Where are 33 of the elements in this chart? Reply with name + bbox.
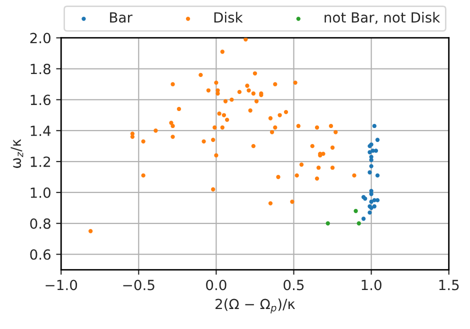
y-tick-label: 1.0 <box>30 187 50 198</box>
point <box>368 210 372 215</box>
x-tick-label: −0.5 <box>123 280 154 290</box>
y-tick-label: 1.8 <box>30 64 50 74</box>
y-tick-label: 0.8 <box>30 218 50 229</box>
legend-label: not Bar, not Disk <box>324 12 440 24</box>
point <box>372 124 376 128</box>
x-tick-label: −1.0 <box>46 280 78 290</box>
point <box>369 200 374 204</box>
point <box>375 138 380 142</box>
y-tick-label: 0.6 <box>30 249 51 260</box>
point <box>368 170 372 174</box>
legend-label: Disk <box>214 12 243 23</box>
y-tick-label: 1.6 <box>30 94 51 106</box>
x-tick-label: 0.0 <box>206 280 226 290</box>
x-axis-title: 2(Ω − Ω$_{p}$)/κ <box>216 298 296 314</box>
point <box>372 204 376 208</box>
x-tick-label: 1.0 <box>362 280 382 290</box>
y-tick-label: 1.4 <box>30 126 51 136</box>
point <box>375 173 380 178</box>
legend-label: Bar <box>110 12 132 23</box>
y-tick-label: 2.0 <box>30 32 50 44</box>
point <box>354 208 358 214</box>
point <box>361 216 366 221</box>
y-tick-label: 1.2 <box>30 156 50 167</box>
y-axis-title: ω$_{z}$/κ <box>10 139 24 168</box>
point <box>356 221 361 226</box>
point <box>369 164 374 168</box>
x-tick-label: 1.5 <box>439 280 459 290</box>
point <box>374 148 378 153</box>
point <box>369 158 374 162</box>
point <box>326 221 330 226</box>
x-tick-label: 0.5 <box>284 280 304 290</box>
